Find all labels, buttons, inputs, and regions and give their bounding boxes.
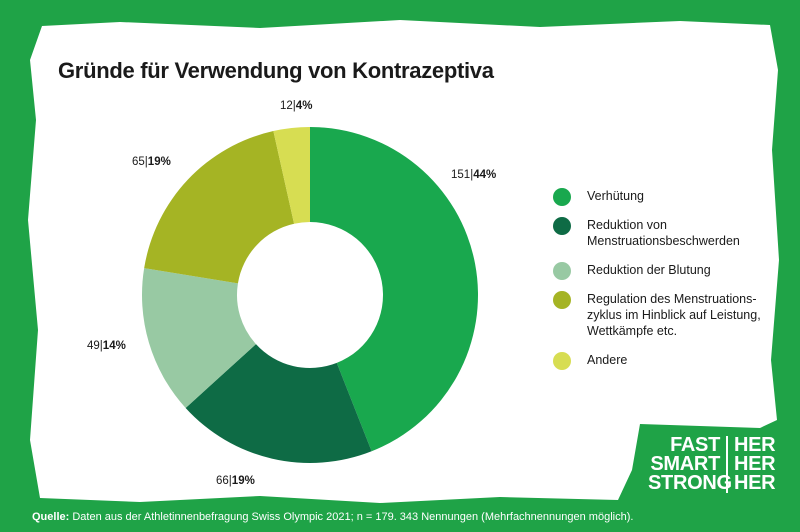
slice-label-1: 151|44% xyxy=(451,169,496,181)
slice-percent: 4% xyxy=(296,100,313,112)
brand-word: FAST xyxy=(648,435,728,455)
brand-logo: FAST HER SMART HER STRONG HER xyxy=(648,434,776,494)
slice-percent: 14% xyxy=(103,340,126,352)
legend-swatch xyxy=(553,262,571,280)
chart-title: Gründe für Verwendung von Kontrazeptiva xyxy=(58,58,494,83)
slice-percent: 19% xyxy=(232,475,255,487)
brand-word: HER xyxy=(734,453,776,475)
source-note: Quelle: Daten aus der Athletinnenbefragu… xyxy=(32,511,633,523)
slice-count: 49 xyxy=(87,340,100,352)
slice-label-4: 65|19% xyxy=(132,156,171,168)
legend-item-regulation: Regulation des Menstruations- zyklus im … xyxy=(553,291,783,339)
legend-label: Andere xyxy=(587,353,628,367)
slice-label-5: 12|4% xyxy=(280,100,312,112)
source-text: Daten aus der Athletinnenbefragung Swiss… xyxy=(69,511,634,523)
slice-separator: | xyxy=(229,475,232,487)
legend-swatch xyxy=(553,352,571,370)
legend-swatch xyxy=(553,188,571,206)
slice-separator: | xyxy=(293,100,296,112)
slice-3 xyxy=(142,268,256,408)
donut-chart xyxy=(142,127,478,464)
legend-label: Reduktion der Blutung xyxy=(587,263,711,277)
slice-percent: 44% xyxy=(473,169,496,181)
legend-label: Regulation des Menstruations- zyklus im … xyxy=(587,292,761,338)
slice-label-3: 49|14% xyxy=(87,340,126,352)
slice-count: 65 xyxy=(132,156,145,168)
legend: Verhütung Reduktion von Menstruationsbes… xyxy=(553,188,783,381)
legend-swatch xyxy=(553,217,571,235)
legend-label: Reduktion von Menstruationsbeschwerden xyxy=(587,218,740,248)
slice-separator: | xyxy=(145,156,148,168)
slice-count: 66 xyxy=(216,475,229,487)
slice-separator: | xyxy=(100,340,103,352)
legend-label: Verhütung xyxy=(587,189,644,203)
slice-label-2: 66|19% xyxy=(216,475,255,487)
slice-1 xyxy=(310,127,478,452)
legend-item-andere: Andere xyxy=(553,352,783,370)
source-label: Quelle: xyxy=(32,511,70,523)
slice-4 xyxy=(144,131,295,284)
slice-percent: 19% xyxy=(148,156,171,168)
slice-labels: 151|44%66|19%49|14%65|19%12|4% xyxy=(87,100,496,487)
brand-word: STRONG xyxy=(648,472,732,494)
legend-swatch xyxy=(553,291,571,309)
legend-item-menstruationsbeschwerden: Reduktion von Menstruationsbeschwerden xyxy=(553,217,783,249)
brand-word: HER xyxy=(734,472,776,494)
slice-count: 151 xyxy=(451,169,470,181)
slice-2 xyxy=(185,344,372,464)
slice-separator: | xyxy=(470,169,473,181)
slice-5 xyxy=(273,127,310,224)
slice-count: 12 xyxy=(280,100,293,112)
legend-item-verhuetung: Verhütung xyxy=(553,188,783,206)
brand-word: SMART xyxy=(648,454,728,474)
legend-item-blutung: Reduktion der Blutung xyxy=(553,262,783,280)
brand-word: HER xyxy=(734,434,776,456)
